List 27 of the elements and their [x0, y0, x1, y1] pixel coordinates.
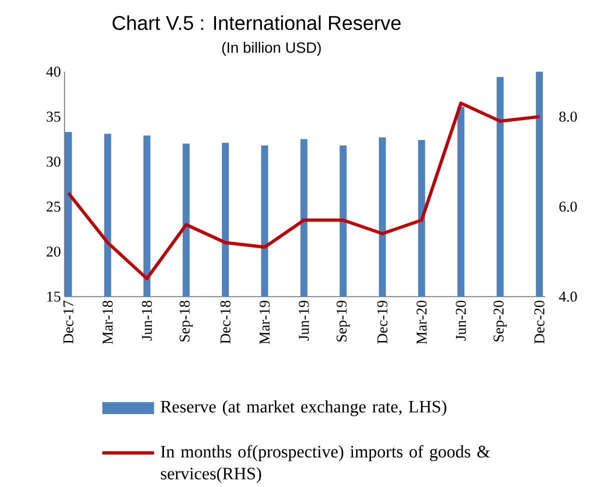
x-tick-label: Dec-17	[63, 300, 74, 344]
x-tick-label: Dec-18	[220, 300, 230, 344]
y-tick-label: 20	[46, 246, 60, 257]
y-tick-label: 25	[46, 202, 60, 212]
y-tick-label: 40	[46, 66, 60, 77]
x-tick-label: Sep-18	[180, 300, 193, 342]
y-tick-label: 15	[47, 292, 60, 302]
x-tick-label: Mar-19	[260, 300, 270, 344]
y2-tick-label: 8.0	[559, 112, 577, 122]
x-tick-label: Jun-18	[142, 300, 152, 341]
line-series	[66, 102, 541, 280]
legend-label: In months of(prospective) imports of goods & services(RHS)	[160, 445, 490, 484]
chart-title: Chart V.5 : International Reserve	[112, 16, 401, 30]
y2-tick-label: 4.0	[559, 292, 577, 302]
x-tick-label: Dec-19	[377, 300, 388, 344]
chart-subtitle: (In billion USD)	[222, 42, 321, 56]
y-tick-label: 35	[46, 112, 60, 122]
x-tick-label: Jun-20	[456, 300, 466, 341]
x-tick-label: Mar-18	[102, 300, 113, 344]
x-tick-label: Dec-20	[534, 300, 544, 344]
x-tick-label: Sep-19	[336, 300, 350, 342]
x-tick-label: Jun-19	[298, 300, 309, 341]
x-tick-label: Mar-20	[416, 300, 427, 344]
y2-tick-label: 6.0	[559, 202, 577, 212]
x-tick-label: Sep-20	[494, 300, 507, 342]
legend-label: Reserve (at market exchange rate, LHS)	[160, 400, 446, 416]
y-tick-label: 30	[46, 156, 60, 167]
